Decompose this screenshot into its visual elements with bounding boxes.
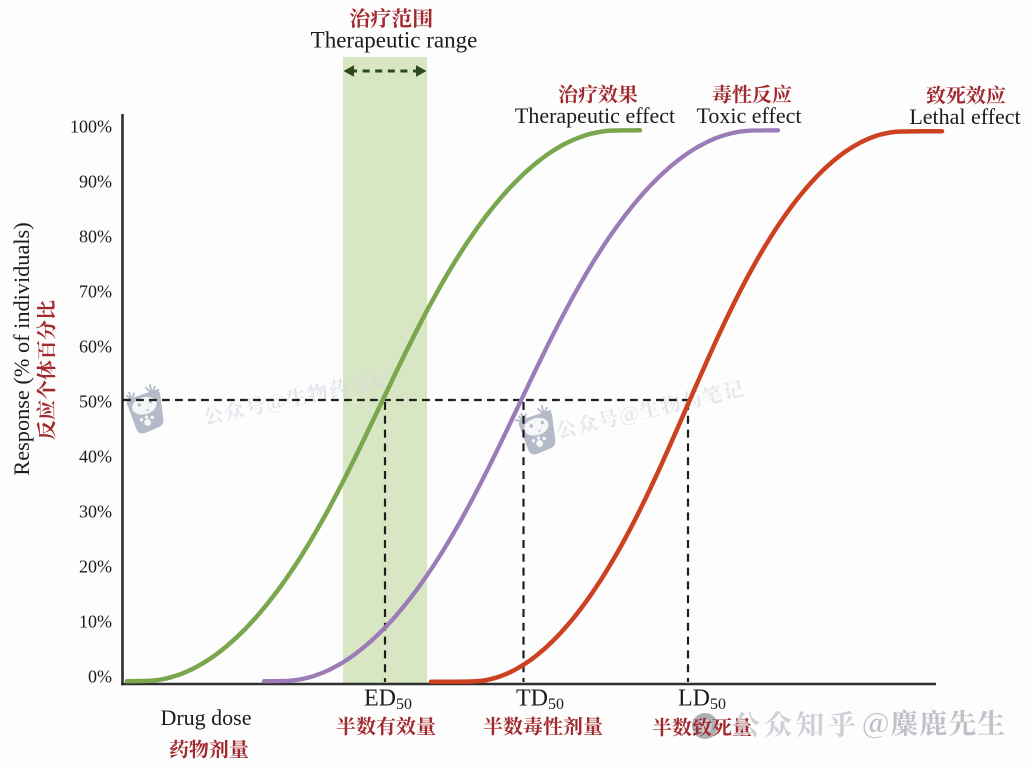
svg-text:Therapeutic range: Therapeutic range	[311, 27, 478, 52]
svg-text:50%: 50%	[79, 391, 112, 411]
svg-text:Toxic effect: Toxic effect	[697, 103, 802, 128]
svg-text:90%: 90%	[79, 171, 112, 191]
svg-text:70%: 70%	[79, 281, 112, 301]
svg-text:Response (% of individuals): Response (% of individuals)	[9, 222, 34, 475]
svg-text:Therapeutic effect: Therapeutic effect	[515, 103, 675, 128]
svg-text:80%: 80%	[79, 226, 112, 246]
svg-text:0%: 0%	[88, 666, 112, 686]
svg-text:10%: 10%	[79, 611, 112, 631]
svg-text:ED50: ED50	[364, 686, 412, 713]
svg-text:30%: 30%	[79, 501, 112, 521]
svg-text:60%: 60%	[79, 336, 112, 356]
svg-text:Drug dose: Drug dose	[160, 705, 251, 730]
svg-text:100%: 100%	[70, 116, 112, 136]
svg-text:Lethal effect: Lethal effect	[909, 104, 1020, 129]
svg-text:40%: 40%	[79, 446, 112, 466]
svg-text:20%: 20%	[79, 556, 112, 576]
